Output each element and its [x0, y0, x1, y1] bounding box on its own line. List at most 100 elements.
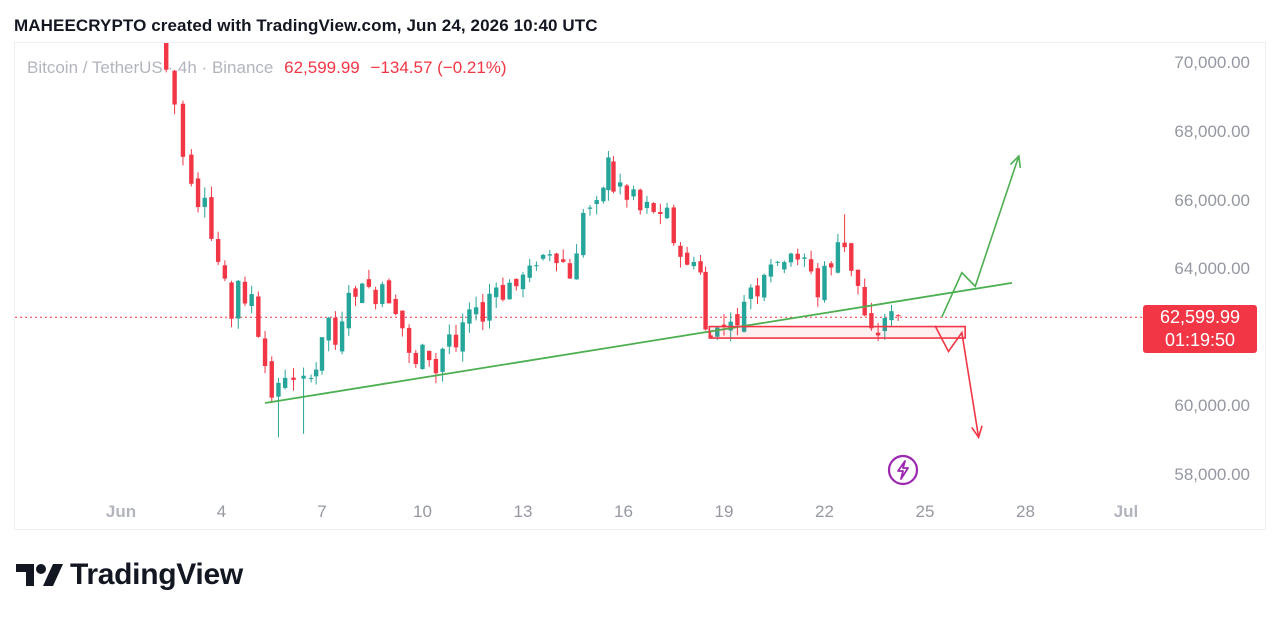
candle-body-down	[209, 197, 214, 239]
candle-body-up	[276, 382, 281, 397]
candle-body-down	[229, 282, 234, 319]
candle-body-down	[855, 269, 861, 286]
candle-body-up	[308, 378, 314, 380]
candles-group	[164, 43, 901, 438]
candle-body-down	[433, 358, 439, 374]
candle-body-down	[215, 239, 221, 262]
candle-body-up	[339, 321, 345, 352]
candle-body-down	[611, 161, 616, 192]
candle-body-up	[644, 201, 650, 208]
flash-icon[interactable]	[887, 454, 919, 491]
candle-body-down	[262, 338, 268, 367]
candle-body-down	[400, 310, 405, 329]
legend-interval: 4h	[177, 58, 197, 77]
candle-body-down	[453, 334, 459, 348]
candle-body-down	[658, 211, 663, 214]
legend-exchange: Binance	[211, 58, 274, 77]
candle-body-up	[494, 287, 499, 298]
chart-frame	[14, 42, 1266, 530]
candle-body-up	[527, 265, 532, 278]
candle-body-down	[698, 261, 703, 273]
candle-body-down	[684, 252, 690, 265]
candle-body-up	[487, 293, 492, 321]
candle-body-up	[741, 301, 747, 332]
candle-body-up	[606, 157, 611, 191]
support-zone-box	[708, 325, 966, 339]
candle-body-down	[373, 289, 378, 305]
tradingview-logo[interactable]: TradingView	[16, 558, 243, 592]
candle-body-up	[420, 344, 425, 370]
candle-body-down	[849, 243, 854, 271]
candle-body-down	[554, 253, 559, 264]
legend-separator: ·	[167, 58, 178, 77]
ascending-trendline	[264, 282, 1013, 404]
candle-body-up	[447, 334, 452, 347]
last-price-label: 62,599.99	[1159, 307, 1241, 327]
candle-body-up	[594, 200, 599, 205]
candle-body-up	[360, 283, 365, 304]
candle-body-up	[540, 254, 546, 259]
candle-body-up	[313, 369, 319, 377]
legend-symbol: Bitcoin / TetherUS	[27, 58, 163, 77]
candle-body-up	[460, 322, 465, 352]
candle-body-up	[520, 274, 526, 290]
x-tick-label: 19	[714, 502, 734, 521]
chart-header-title: MAHEECRYPTO created with TradingView.com…	[14, 16, 598, 35]
x-tick-label: 13	[513, 502, 533, 521]
candle-body-up	[768, 264, 774, 277]
candle-body-down	[291, 377, 296, 381]
candle-body-down	[708, 335, 713, 338]
price-chart[interactable]	[0, 0, 1280, 540]
candle-body-down	[269, 361, 274, 398]
candle-body-down	[195, 178, 201, 208]
candle-body-down	[172, 70, 177, 105]
candle-body-down	[333, 317, 338, 345]
candle-body-down	[189, 154, 194, 184]
y-tick-label: 66,000.00	[1174, 190, 1250, 210]
legend-price: 62,599.99	[284, 58, 360, 77]
candle-body-up	[473, 307, 479, 315]
candle-body-down	[242, 281, 248, 304]
bearish-projection-path-arrowhead	[971, 425, 983, 440]
x-tick-label: 4	[216, 502, 227, 521]
candle-body-up	[507, 282, 512, 300]
candle-body-down	[180, 103, 186, 157]
tradingview-mark-icon	[16, 564, 63, 586]
candle-body-down	[514, 278, 519, 287]
y-tick-label: 64,000.00	[1174, 259, 1250, 279]
candle-body-down	[678, 245, 683, 257]
y-tick-label: 68,000.00	[1174, 122, 1250, 141]
candle-body-up	[617, 182, 623, 187]
candle-body-up	[380, 284, 385, 304]
candle-body-down	[413, 353, 418, 364]
candle-body-down	[366, 279, 372, 287]
x-tick-label: 7	[317, 502, 327, 521]
candle-body-down	[721, 324, 727, 326]
candle-body-up	[889, 311, 894, 321]
candle-body-up	[202, 197, 207, 207]
candle-body-up	[249, 294, 254, 307]
candle-body-up	[631, 189, 636, 197]
candle-body-down	[829, 263, 834, 268]
y-tick-label: 60,000.00	[1174, 396, 1250, 416]
bearish-projection-path	[934, 325, 980, 438]
candle-body-down	[896, 315, 901, 317]
x-tick-label: 16	[614, 502, 633, 521]
candle-body-up	[587, 207, 593, 209]
candle-body-down	[862, 286, 867, 316]
candle-body-down	[500, 284, 506, 300]
x-tick-label: 28	[1016, 502, 1035, 521]
candle-body-up	[534, 265, 539, 267]
candle-body-down	[164, 43, 169, 70]
candle-body-up	[581, 212, 586, 256]
candle-body-up	[467, 309, 472, 324]
candle-body-down	[815, 268, 820, 298]
candle-body-down	[651, 203, 656, 212]
x-tick-label: 22	[815, 502, 834, 521]
bullish-projection-path-arrowhead	[1009, 154, 1022, 169]
candle-body-down	[755, 285, 760, 297]
candle-body-up	[748, 287, 753, 299]
candle-body-down	[703, 271, 708, 330]
candle-body-up	[574, 253, 579, 280]
y-tick-label: 70,000.00	[1174, 53, 1250, 73]
